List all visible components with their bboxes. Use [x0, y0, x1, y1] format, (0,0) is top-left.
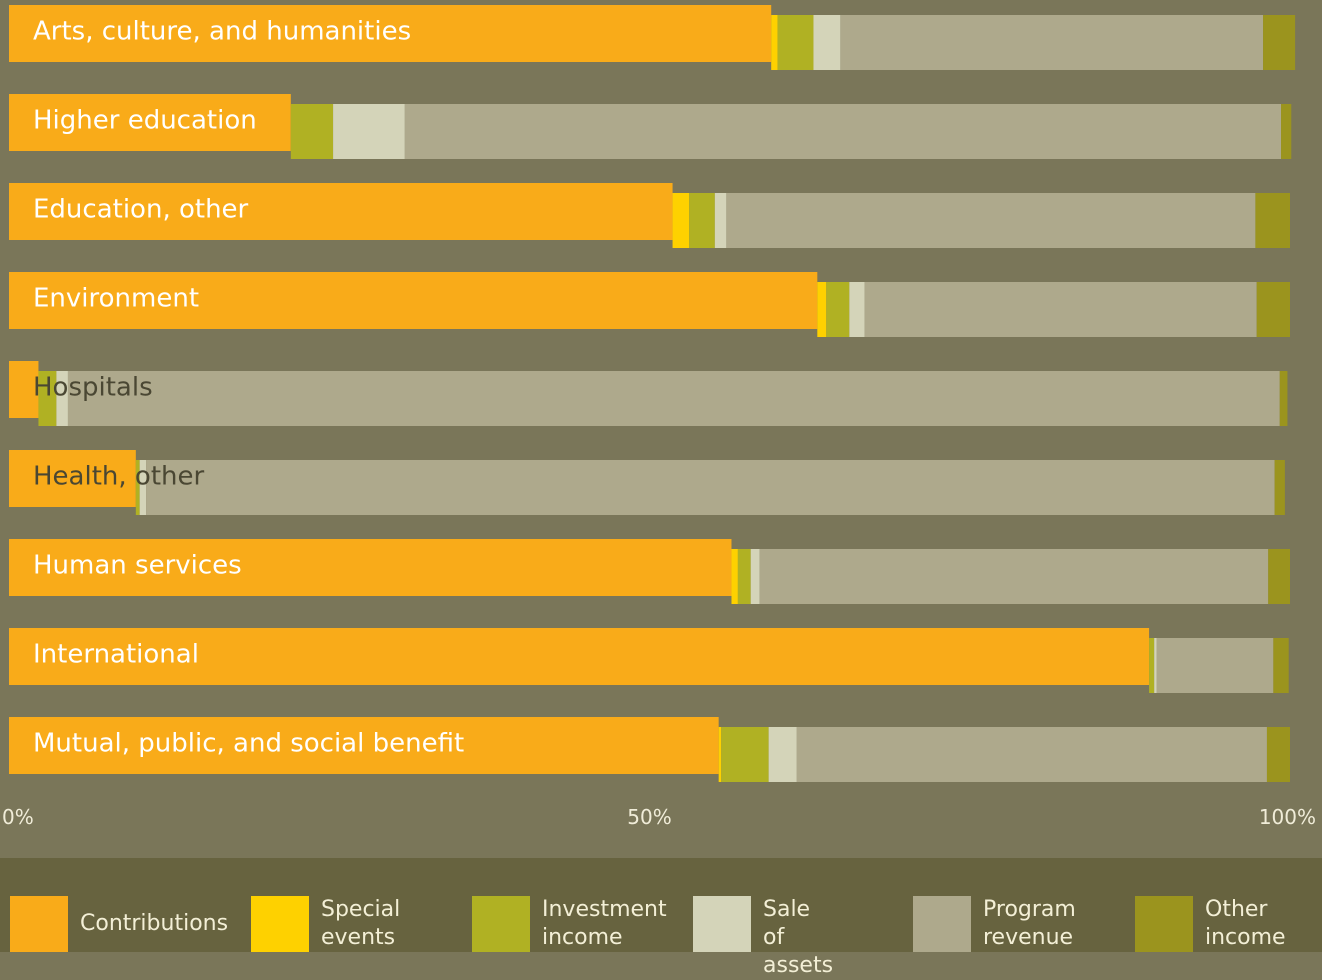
bar-segment	[1263, 15, 1296, 70]
bar-segment	[813, 15, 841, 70]
bar-row: Health, other	[9, 450, 1285, 515]
bar-segment	[1268, 549, 1290, 604]
bar-segment	[796, 727, 1267, 782]
bar-row: Hospitals	[9, 361, 1288, 426]
bar-segment	[714, 193, 727, 248]
category-label: Mutual, public, and social benefit	[33, 729, 464, 759]
bar-segment	[9, 94, 291, 151]
stacked-bar-chart: Arts, culture, and humanities Higher educ…	[2, 5, 1316, 829]
bar-segment	[404, 104, 1282, 159]
bar-row: Higher education	[9, 94, 1292, 159]
bar-segment	[9, 717, 719, 774]
bar-segment	[689, 193, 715, 248]
category-label: Hospitals	[33, 373, 153, 403]
bar-row: Human services	[9, 539, 1290, 604]
bar-segment	[56, 371, 68, 426]
bar-segment	[146, 460, 1275, 515]
category-label: Human services	[33, 551, 242, 581]
legend-swatch	[472, 896, 530, 952]
bar-segment	[1279, 371, 1288, 426]
bar-segment	[864, 282, 1257, 337]
legend-swatch	[913, 896, 971, 952]
bar-segment	[1266, 727, 1290, 782]
bar-segment	[731, 549, 738, 604]
bar-segment	[1256, 282, 1290, 337]
bar-segment	[135, 460, 140, 515]
bar-segment	[290, 104, 334, 159]
bar-segment	[139, 460, 147, 515]
bar-segment	[9, 5, 772, 62]
legend-swatch	[1135, 896, 1193, 952]
category-label: Arts, culture, and humanities	[33, 17, 411, 47]
bar-segment	[1156, 638, 1274, 693]
bar-segment	[1273, 638, 1289, 693]
bar-segment	[771, 15, 778, 70]
bar-row: Arts, culture, and humanities	[9, 5, 1296, 70]
bar-segment	[840, 15, 1264, 70]
legend-label: Sale of assets	[763, 897, 834, 978]
bar-segment	[726, 193, 1256, 248]
bar-segment	[849, 282, 865, 337]
bar-segment	[721, 727, 769, 782]
bar-segment	[1255, 193, 1290, 248]
legend-swatch	[693, 896, 751, 952]
bar-segment	[1274, 460, 1285, 515]
bar-segment	[718, 727, 722, 782]
legend-label: Investment income	[542, 897, 667, 950]
bar-segment	[826, 282, 850, 337]
bar-segment	[750, 549, 760, 604]
bar-row: International	[9, 628, 1289, 693]
bar-segment	[817, 282, 827, 337]
bar-segment	[9, 183, 673, 240]
bar-row: Education, other	[9, 183, 1290, 248]
bar-segment	[1149, 638, 1155, 693]
legend-label: Special events	[321, 897, 401, 950]
x-tick-label: 100%	[1259, 805, 1316, 829]
bar-segment	[1281, 104, 1292, 159]
bar-segment	[737, 549, 751, 604]
bar-segment	[9, 539, 732, 596]
x-tick-label: 50%	[627, 805, 671, 829]
category-label: Environment	[33, 284, 199, 314]
legend-label: Other income	[1205, 897, 1286, 950]
bar-segment	[9, 450, 136, 507]
legend-swatch	[251, 896, 309, 952]
bar-segment	[777, 15, 814, 70]
category-label: Health, other	[33, 462, 204, 492]
bar-segment	[9, 361, 39, 418]
chart-legend: Contributions Special events Investment inco…	[0, 858, 1322, 978]
bar-segment	[67, 371, 1280, 426]
legend-label: Program revenue	[983, 897, 1076, 950]
bar-segment	[759, 549, 1269, 604]
category-label: International	[33, 640, 199, 670]
x-tick-label: 0%	[2, 805, 34, 829]
bar-segment	[672, 193, 690, 248]
legend-swatch	[10, 896, 68, 952]
category-label: Education, other	[33, 195, 249, 225]
bar-row: Environment	[9, 272, 1290, 337]
bar-row: Mutual, public, and social benefit	[9, 717, 1290, 782]
bar-segment	[768, 727, 797, 782]
bar-segment	[1154, 638, 1157, 693]
legend-label: Contributions	[80, 911, 229, 936]
bar-segment	[333, 104, 405, 159]
bar-segment	[9, 628, 1150, 685]
bar-segment	[9, 272, 818, 329]
category-label: Higher education	[33, 106, 257, 136]
bar-segment	[38, 371, 57, 426]
